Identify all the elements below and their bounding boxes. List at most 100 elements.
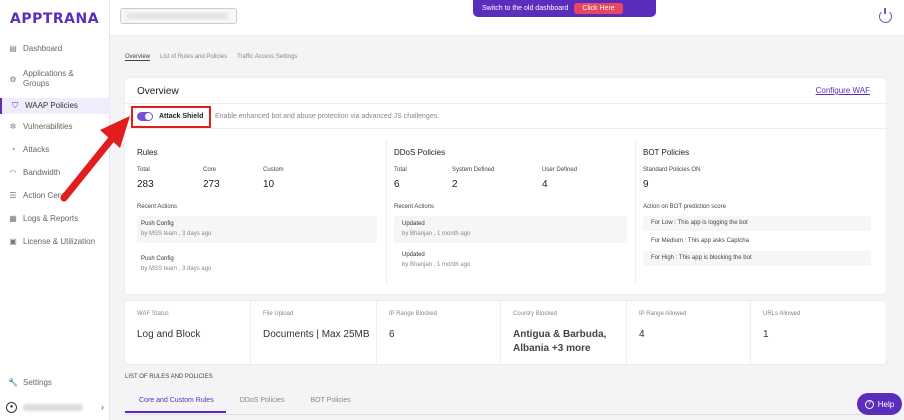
stat-ip-range-blocked: IP Range Blocked 6 — [377, 301, 501, 366]
click-here-button[interactable]: Click Here — [574, 3, 623, 14]
tab-overview[interactable]: Overview — [125, 54, 151, 61]
action-title: Push Config — [141, 256, 174, 262]
apps-icon: ⚙ — [9, 75, 17, 84]
bot-row-text: For Low : This app is logging the bot — [651, 220, 748, 226]
rules-recent-label: Recent Actions — [137, 204, 178, 210]
sidebar: APPTRANA ▤ Dashboard ⚙ Applications & Gro… — [0, 0, 110, 420]
sidebar-item-waap-policies[interactable]: ⛉ WAAP Policies — [0, 98, 110, 114]
bandwidth-icon: ◠ — [9, 168, 17, 177]
rules-core-value: 273 — [203, 179, 220, 190]
tab-bot-policies[interactable]: BOT Policies — [310, 397, 351, 404]
sidebar-item-label: License & Utilization — [23, 237, 96, 246]
sidebar-item-dashboard[interactable]: ▤ Dashboard — [0, 44, 110, 56]
divider — [386, 140, 387, 285]
rules-custom-label: Custom — [263, 167, 284, 173]
sidebar-item-label: Applications & Groups — [23, 69, 74, 88]
bot-title: BOT Policies — [643, 148, 690, 157]
stat-label: IP Range Allowed — [639, 311, 687, 317]
app-selector-redacted[interactable] — [120, 8, 237, 24]
tabs-divider — [125, 414, 887, 415]
stat-value: 4 — [639, 329, 645, 340]
sidebar-item-label: Settings — [23, 378, 52, 387]
list-item: Updated by Bhanjan , 1 month ago — [394, 216, 627, 243]
attacks-icon: ◔ — [10, 145, 16, 154]
attack-shield-toggle[interactable] — [137, 112, 153, 121]
action-subtitle: by MSS team , 3 days ago — [141, 231, 212, 237]
sidebar-item-license[interactable]: ▣ License & Utilization — [0, 237, 110, 249]
help-icon: ? — [864, 399, 874, 409]
configure-waf-link[interactable]: Configure WAF — [815, 86, 870, 95]
wrench-icon: 🔧 — [8, 378, 18, 387]
bot-row-text: For Medium : This app asks Captcha — [651, 238, 749, 244]
ddos-user-label: User Defined — [542, 167, 578, 173]
tab-list-of-rules[interactable]: List of Rules and Policies — [160, 54, 228, 60]
bot-row-text: For High : This app is blocking the bot — [651, 255, 752, 261]
power-icon[interactable] — [879, 8, 892, 23]
sidebar-item-attacks[interactable]: ◔ Attacks — [0, 145, 110, 157]
page-title: Overview — [137, 86, 179, 97]
stat-label: URLs Allowed — [763, 311, 801, 317]
stat-value: 6 — [389, 329, 395, 340]
sidebar-item-action-center[interactable]: ☰ Action Cent — [0, 191, 110, 203]
sidebar-item-label: Attacks — [23, 145, 50, 154]
app-logo[interactable]: APPTRANA — [10, 11, 100, 27]
logs-icon: ▦ — [9, 214, 17, 223]
ddos-user-value: 4 — [542, 179, 548, 190]
stat-urls-allowed: URLs Allowed 1 — [751, 301, 888, 366]
top-bar: Switch to the old dashboard Click Here — [110, 0, 904, 36]
sidebar-item-label: Bandwidth — [23, 168, 61, 177]
stat-country-blocked: Country Blocked Antigua & Barbuda, Albani… — [501, 301, 627, 366]
sidebar-item-bandwidth[interactable]: ◠ Bandwidth — [0, 168, 110, 180]
sidebar-item-logs-reports[interactable]: ▦ Logs & Reports — [0, 214, 110, 226]
action-title: Updated — [402, 221, 425, 227]
ddos-total-label: Total — [394, 167, 407, 173]
stat-value: 1 — [763, 329, 769, 340]
help-button[interactable]: ? Help — [857, 393, 902, 415]
list-tabs: Core and Custom Rules DDoS Policies BOT … — [125, 394, 363, 413]
bot-action-label: Action on BOT prediction score — [643, 204, 726, 210]
breadcrumb: Overview List of Rules and Policies Traf… — [125, 54, 297, 61]
sidebar-item-settings[interactable]: 🔧 Settings — [8, 378, 52, 387]
stat-label: File Upload — [263, 311, 294, 317]
stat-waf-status: WAF Status Log and Block — [125, 301, 251, 366]
stat-value: Log and Block — [137, 329, 201, 340]
bot-standard-label: Standard Policies ON — [643, 167, 701, 173]
rules-title: Rules — [137, 148, 158, 157]
user-menu[interactable]: ● › — [6, 400, 104, 414]
list-heading: LIST OF RULES AND POLICIES — [125, 374, 213, 380]
action-title: Push Config — [141, 221, 174, 227]
stat-label: IP Range Blocked — [389, 311, 437, 317]
ddos-total-value: 6 — [394, 179, 400, 190]
sidebar-item-applications[interactable]: ⚙ Applications & Groups — [0, 69, 110, 91]
tab-ddos-policies[interactable]: DDoS Policies — [239, 397, 285, 404]
license-icon: ▣ — [9, 237, 17, 246]
list-item: Push Config by MSS team , 3 days ago — [137, 251, 377, 278]
attack-shield-row: Attack Shield Enable enhanced bot and ab… — [125, 103, 888, 129]
ddos-recent-label: Recent Actions — [394, 204, 435, 210]
stat-file-upload: File Upload Documents | Max 25MB — [251, 301, 377, 366]
sidebar-item-label: WAAP Policies — [25, 101, 78, 110]
action-title: Updated — [402, 252, 425, 258]
rules-total-value: 283 — [137, 179, 154, 190]
bot-standard-value: 9 — [643, 179, 649, 190]
stat-value: Antigua & Barbuda, Albania +3 more — [513, 329, 607, 354]
banner-text: Switch to the old dashboard — [482, 5, 569, 12]
sidebar-item-label: Vulnerabilities — [23, 122, 73, 131]
sidebar-item-vulnerabilities[interactable]: ✲ Vulnerabilities — [0, 122, 110, 134]
annotation-highlight-box — [131, 106, 211, 128]
sidebar-item-label: Logs & Reports — [23, 214, 79, 223]
dashboard-icon: ▤ — [9, 44, 17, 53]
old-dashboard-banner: Switch to the old dashboard Click Here — [473, 0, 656, 17]
sidebar-item-label: Action Cent — [23, 191, 65, 200]
tab-core-custom-rules[interactable]: Core and Custom Rules — [125, 394, 226, 413]
help-label: Help — [877, 399, 895, 409]
action-center-icon: ☰ — [9, 191, 17, 200]
sidebar-nav: ▤ Dashboard ⚙ Applications & Groups ⛉ WAA… — [0, 44, 110, 249]
stat-label: Country Blocked — [513, 311, 558, 317]
tab-traffic-access[interactable]: Traffic Access Settings — [237, 54, 298, 60]
shield-icon: ⛉ — [12, 101, 18, 110]
overview-card: Overview Configure WAF Attack Shield Ena… — [124, 77, 888, 295]
annotation-arrow-icon — [60, 116, 130, 202]
action-subtitle: by MSS team , 3 days ago — [141, 266, 212, 272]
stats-card: WAF Status Log and Block File Upload Doc… — [124, 300, 888, 366]
